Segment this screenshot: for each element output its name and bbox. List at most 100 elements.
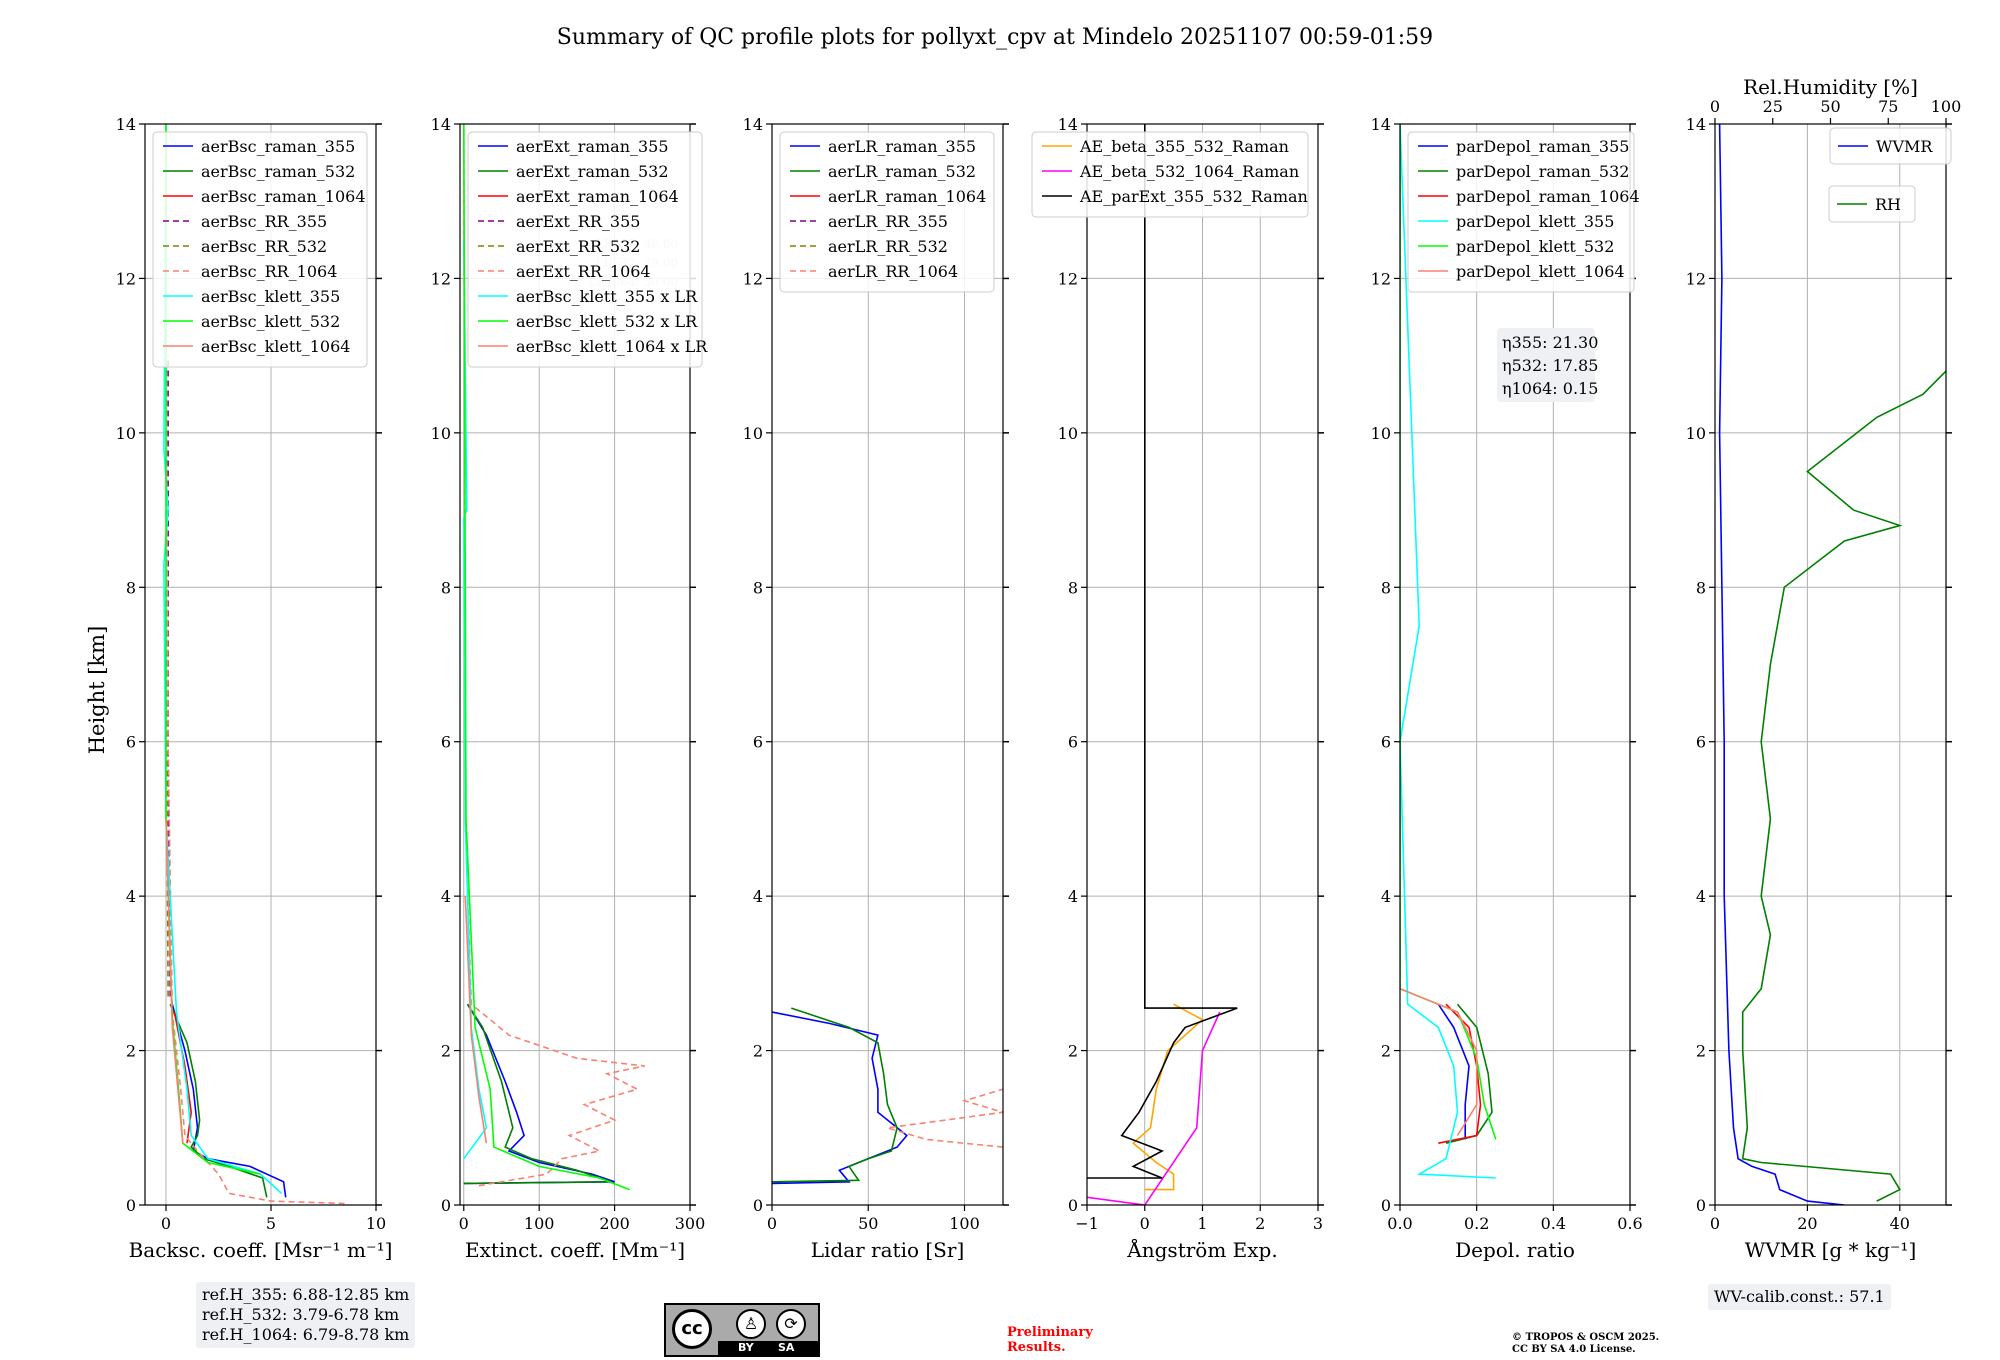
y-tick-label: 6 [126,733,136,752]
axes-frame [771,123,1004,1206]
legend-label: aerBsc_klett_1064 [201,337,350,356]
series-line-aerbsc-rr-1064 [165,324,345,1205]
x-tick-label: 0 [1140,1214,1150,1233]
x-axis-label: Lidar ratio [Sr] [811,1238,965,1262]
x-tick-label: 40 [1890,1214,1910,1233]
panel-lr: 0 2 4 6 8 10 12 14 0 50 100 Lidar ratio [Sr] aerLR_r… [743,115,1009,1262]
cc-license-logo: cc ♙ ⟳ BY SA [664,1303,820,1357]
y-tick-label: 12 [1686,269,1706,288]
y-tick-label: 2 [126,1042,136,1061]
top-x-tick-label: 0 [1710,97,1720,116]
x-tick-label: 0 [1710,1214,1720,1233]
legend-label: aerLR_RR_532 [828,237,948,256]
series-line-aerbsc-raman-532 [169,1003,268,1198]
y-tick-label: 6 [1068,733,1078,752]
legend-label: parDepol_klett_1064 [1456,262,1625,281]
y-tick-label: 10 [1058,424,1078,443]
y-tick-label: 12 [431,269,451,288]
x-tick-label: 0.6 [1617,1214,1642,1233]
cc-icon: cc [672,1309,712,1349]
y-tick-label: 8 [1696,578,1706,597]
y-axis-label: Height [km] [85,626,109,755]
legend-label: aerBsc_klett_532 [201,312,340,331]
y-tick-label: 10 [1371,424,1391,443]
x-tick-label: 10 [366,1214,386,1233]
x-tick-label: 50 [858,1214,878,1233]
series-group [1087,124,1238,1205]
figure-title: Summary of QC profile plots for pollyxt_… [557,25,1433,50]
legend-label: aerLR_raman_355 [828,137,976,156]
y-tick-label: 0 [1381,1196,1391,1215]
legend-box [1828,185,1916,223]
series-line-aerbsc-klett-355-x-lr [462,239,488,1160]
legend-label: aerExt_RR_355 [516,212,640,231]
series-line-aerlr-rr-1064 [887,1088,1003,1148]
y-tick-label: 8 [441,578,451,597]
series-line-aerbsc-klett-532-x-lr [462,124,630,1191]
y-tick-label: 4 [1068,887,1078,906]
series-group [462,124,645,1191]
x-axis-label: Extinct. coeff. [Mm⁻¹] [465,1238,685,1262]
eta-annotation: η355: 21.30 [1502,333,1598,352]
y-tick-label: 12 [743,269,763,288]
axes-frame [1399,123,1631,1206]
legend-label: AE_parExt_355_532_Raman [1079,187,1308,206]
preliminary-line-1: Preliminary [1007,1325,1093,1340]
series-line-pardepol-klett-532 [1400,124,1497,1140]
legend-box [779,131,995,293]
legend-label: aerExt_raman_1064 [516,187,679,206]
y-tick-label: 4 [441,887,451,906]
legend-box [152,131,368,368]
x-tick-label: 1 [1197,1214,1207,1233]
y-tick-label: 8 [126,578,136,597]
series-group [163,124,345,1205]
x-tick-label: 2 [1255,1214,1265,1233]
legend-label: AE_beta_532_1064_Raman [1079,162,1299,181]
y-tick-label: 0 [1696,1196,1706,1215]
legend-label: aerExt_raman_355 [516,137,669,156]
y-tick-label: 4 [1696,887,1706,906]
x-axis-label: Backsc. coeff. [Msr⁻¹ m⁻¹] [129,1238,393,1262]
series-line-aerext-raman-355 [463,1003,615,1185]
legend-box [1407,131,1635,293]
ref-height-355: ref.H_355: 6.88-12.85 km [202,1285,410,1304]
x-tick-label: −1 [1075,1214,1099,1233]
ref-height-532: ref.H_532: 3.79-6.78 km [202,1305,400,1324]
series-line-aerbsc-klett-1064 [165,818,184,1144]
x-tick-label: 0 [161,1214,171,1233]
y-tick-label: 4 [126,887,136,906]
y-tick-label: 14 [1371,115,1391,134]
by-label: BY [738,1341,754,1354]
top-x-axis-label: Rel.Humidity [%] [1743,75,1918,99]
legend-label: aerBsc_klett_355 x LR [516,287,698,306]
axes-frame [144,123,377,1206]
y-tick-label: 0 [441,1196,451,1215]
legend-label: aerBsc_RR_1064 [201,262,337,281]
series-group [1400,124,1497,1179]
series-line-wvmr [1718,124,1845,1205]
series-line-aerlr-raman-355 [772,1011,908,1185]
panel-bsc: 0 2 4 6 8 10 12 14 0 5 10 Backsc. coeff. [Msr⁻¹ m⁻¹… [116,115,393,1262]
x-tick-label: 0 [767,1214,777,1233]
series-line-ae-beta-532-1064-raman [1087,1011,1221,1205]
legend-label: parDepol_raman_532 [1456,162,1629,181]
legend-label: aerExt_RR_1064 [516,262,651,281]
legend-label: aerBsc_klett_355 [201,287,340,306]
x-tick-label: 100 [949,1214,980,1233]
share-alike-icon: ⟳ [776,1309,806,1339]
y-tick-label: 8 [753,578,763,597]
y-tick-label: 4 [753,887,763,906]
y-tick-label: 12 [1371,269,1391,288]
preliminary-note: Preliminary Results. [1007,1325,1093,1355]
legend-label: aerExt_raman_532 [516,162,669,181]
y-tick-label: 10 [116,424,136,443]
series-line-rh [1741,370,1946,1202]
series-line-aerbsc-klett-1064-x-lr [464,896,488,1144]
y-tick-label: 10 [743,424,763,443]
panel-depol: 0 2 4 6 8 10 12 14 0.0 0.2 0.4 0.6 Depol. ratio parDe… [1371,115,1643,1262]
y-tick-label: 14 [431,115,451,134]
series-line-ae-beta-355-532-raman [1131,1003,1204,1191]
